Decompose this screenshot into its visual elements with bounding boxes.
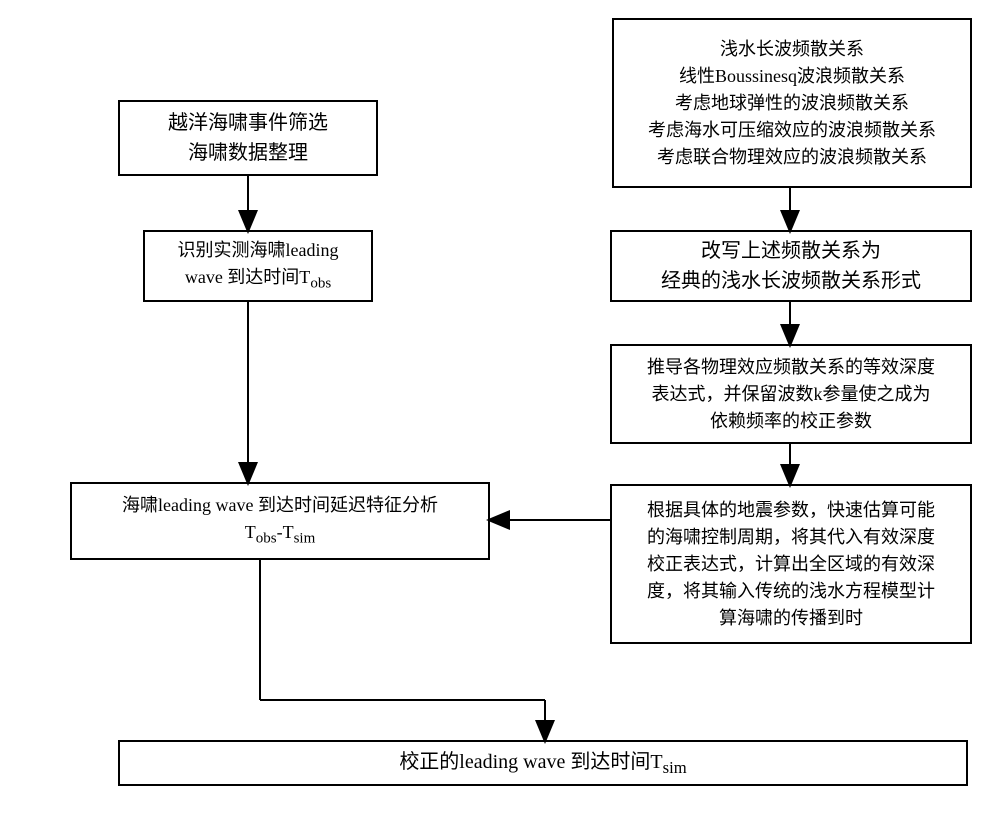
node-left-b-text: 识别实测海啸leading wave 到达时间Tobs bbox=[178, 237, 339, 295]
node-left-b: 识别实测海啸leading wave 到达时间Tobs bbox=[143, 230, 373, 302]
node-left-c: 海啸leading wave 到达时间延迟特征分析 Tobs-Tsim bbox=[70, 482, 490, 560]
node-right-c: 推导各物理效应频散关系的等效深度 表达式，并保留波数k参量使之成为 依赖频率的校… bbox=[610, 344, 972, 444]
node-bottom: 校正的leading wave 到达时间Tsim bbox=[118, 740, 968, 786]
node-bottom-text: 校正的leading wave 到达时间Tsim bbox=[399, 747, 686, 780]
node-right-d: 根据具体的地震参数，快速估算可能 的海啸控制周期，将其代入有效深度 校正表达式，… bbox=[610, 484, 972, 644]
node-right-b: 改写上述频散关系为 经典的浅水长波频散关系形式 bbox=[610, 230, 972, 302]
node-left-a: 越洋海啸事件筛选 海啸数据整理 bbox=[118, 100, 378, 176]
node-left-c-text: 海啸leading wave 到达时间延迟特征分析 Tobs-Tsim bbox=[122, 492, 438, 550]
node-right-a: 浅水长波频散关系 线性Boussinesq波浪频散关系 考虑地球弹性的波浪频散关… bbox=[612, 18, 972, 188]
